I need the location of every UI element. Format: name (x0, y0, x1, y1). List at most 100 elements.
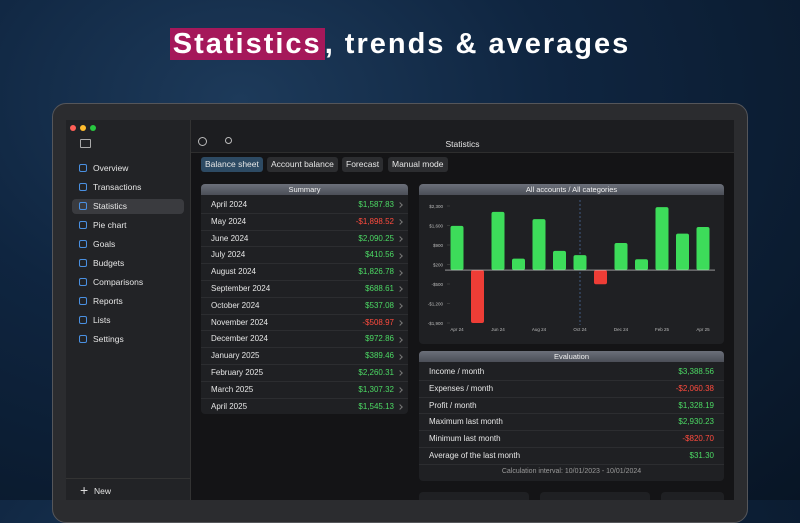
sidebar-label: Lists (93, 315, 111, 325)
row[interactable]: May 2024 -$1,898.52 (201, 214, 408, 231)
zoom-button[interactable] (90, 125, 96, 131)
row: Profit / month $1,328.19 (419, 398, 724, 415)
row[interactable]: January 2025 $389.46 (201, 348, 408, 365)
row-label: Average of the last month (429, 451, 521, 460)
row-label: Income / month (429, 367, 485, 376)
app-window: + New Overview Transactions Statistics Pie … (66, 120, 734, 500)
chevron (397, 202, 403, 209)
row-label: Minimum last month (429, 434, 501, 444)
row[interactable]: December 2024 $972.86 (201, 331, 408, 349)
sidebar-label: Budgets (93, 258, 125, 268)
chevron (397, 404, 403, 410)
tab[interactable]: Account balance (267, 157, 338, 172)
row[interactable]: October 2024 $537.08 (201, 298, 408, 315)
row[interactable]: July 2024 $410.56 (201, 247, 408, 265)
chevron (397, 320, 403, 326)
sidebar-item[interactable]: Statistics (72, 199, 184, 214)
tab[interactable]: Balance sheet (201, 157, 263, 172)
row-value: $1,826.78 (358, 267, 394, 277)
panel-stub (419, 492, 529, 500)
sidebar-label: Goals (93, 239, 116, 249)
row-label: August 2024 (211, 267, 256, 277)
row-label: May 2024 (211, 216, 247, 226)
sidebar-item[interactable]: Reports (72, 294, 184, 309)
y-tick-label: -$1,200 (428, 302, 444, 307)
sidebar-item[interactable]: Transactions (72, 180, 184, 195)
sidebar-label: Comparisons (93, 277, 144, 287)
row[interactable]: April 2025 $1,545.13 (201, 399, 408, 414)
row-label: September 2024 (211, 284, 271, 293)
evaluation-title: Evaluation (419, 351, 724, 362)
sidebar-item[interactable]: Lists (72, 313, 184, 328)
summary-panel: Summary April 2024 $1,587.83 May 2024 -$1,8… (201, 184, 408, 414)
filter-button[interactable] (198, 137, 207, 146)
y-tick-label: $1,600 (429, 224, 443, 229)
sidebar-item[interactable]: Settings (72, 332, 184, 347)
row-label: June 2024 (211, 233, 249, 243)
row: Minimum last month -$820.70 (419, 431, 724, 448)
toolbar: Statistics (191, 120, 734, 153)
sidebar: + New Overview Transactions Statistics Pie … (66, 120, 191, 500)
row-label: October 2024 (211, 300, 260, 310)
sidebar-icon (79, 297, 87, 305)
chart-panel: All accounts / All categories $2,300 $1,6… (419, 184, 724, 344)
sidebar-item[interactable]: Comparisons (72, 275, 184, 290)
y-tick-label: $2,300 (429, 204, 443, 209)
bar (635, 259, 648, 271)
row[interactable]: August 2024 $1,826.78 (201, 264, 408, 281)
sidebar-toggle[interactable] (80, 139, 91, 148)
tab[interactable]: Manual mode (388, 157, 448, 172)
close-button[interactable] (70, 125, 76, 131)
row-label: November 2024 (211, 317, 268, 327)
minimize-button[interactable] (80, 125, 86, 131)
row-value: $1,545.13 (358, 401, 394, 411)
y-tick-label: -$500 (431, 282, 443, 287)
sidebar-label: Statistics (93, 201, 128, 211)
row-value: $3,388.56 (678, 367, 714, 376)
row-label: March 2025 (211, 384, 254, 394)
row-label: Profit / month (429, 400, 477, 410)
bar (655, 207, 669, 271)
row: Expenses / month -$2,060.38 (419, 381, 724, 398)
row-value: -$1,898.52 (355, 216, 394, 226)
sidebar-item[interactable]: Overview (72, 161, 184, 176)
panel-stub (540, 492, 650, 500)
row-value: $2,090.25 (358, 233, 394, 243)
chevron (397, 387, 403, 394)
new-icon[interactable]: + (80, 482, 89, 498)
sidebar-icon (79, 164, 87, 172)
tab[interactable]: Forecast (342, 157, 384, 172)
bar (573, 255, 587, 271)
sidebar-item[interactable]: Budgets (72, 256, 184, 271)
row[interactable]: February 2025 $2,260.31 (201, 365, 408, 382)
sidebar-item[interactable]: Goals (72, 237, 184, 252)
row[interactable]: April 2024 $1,587.83 (201, 197, 408, 214)
row[interactable]: March 2025 $1,307.32 (201, 382, 408, 399)
row[interactable]: September 2024 $688.61 (201, 281, 408, 298)
search-button[interactable] (225, 137, 232, 144)
row: Maximum last month $2,930.23 (419, 414, 724, 432)
bar (471, 270, 484, 323)
sidebar-icon (79, 202, 87, 210)
sidebar-icon (79, 183, 87, 191)
x-tick-label: Feb 25 (655, 327, 670, 332)
sidebar-label: Reports (93, 296, 123, 306)
evaluation-footer: Calculation interval: 10/01/2023 - 10/01… (501, 468, 642, 475)
chevron (397, 370, 403, 377)
row[interactable]: June 2024 $2,090.25 (201, 231, 408, 248)
bar (676, 233, 689, 271)
chevron (397, 252, 403, 259)
bar (491, 211, 505, 271)
row[interactable]: November 2024 -$508.97 (201, 315, 408, 332)
chevron (397, 269, 403, 276)
sidebar-item[interactable]: Pie chart (72, 218, 184, 233)
sidebar-label: Pie chart (93, 220, 127, 230)
chevron (397, 336, 403, 343)
sidebar-icon (79, 335, 87, 343)
row-value: -$820.70 (682, 434, 714, 444)
chevron (397, 236, 403, 242)
new-button[interactable]: New (94, 486, 112, 496)
row-label: February 2025 (211, 368, 264, 377)
chevron (397, 219, 403, 226)
